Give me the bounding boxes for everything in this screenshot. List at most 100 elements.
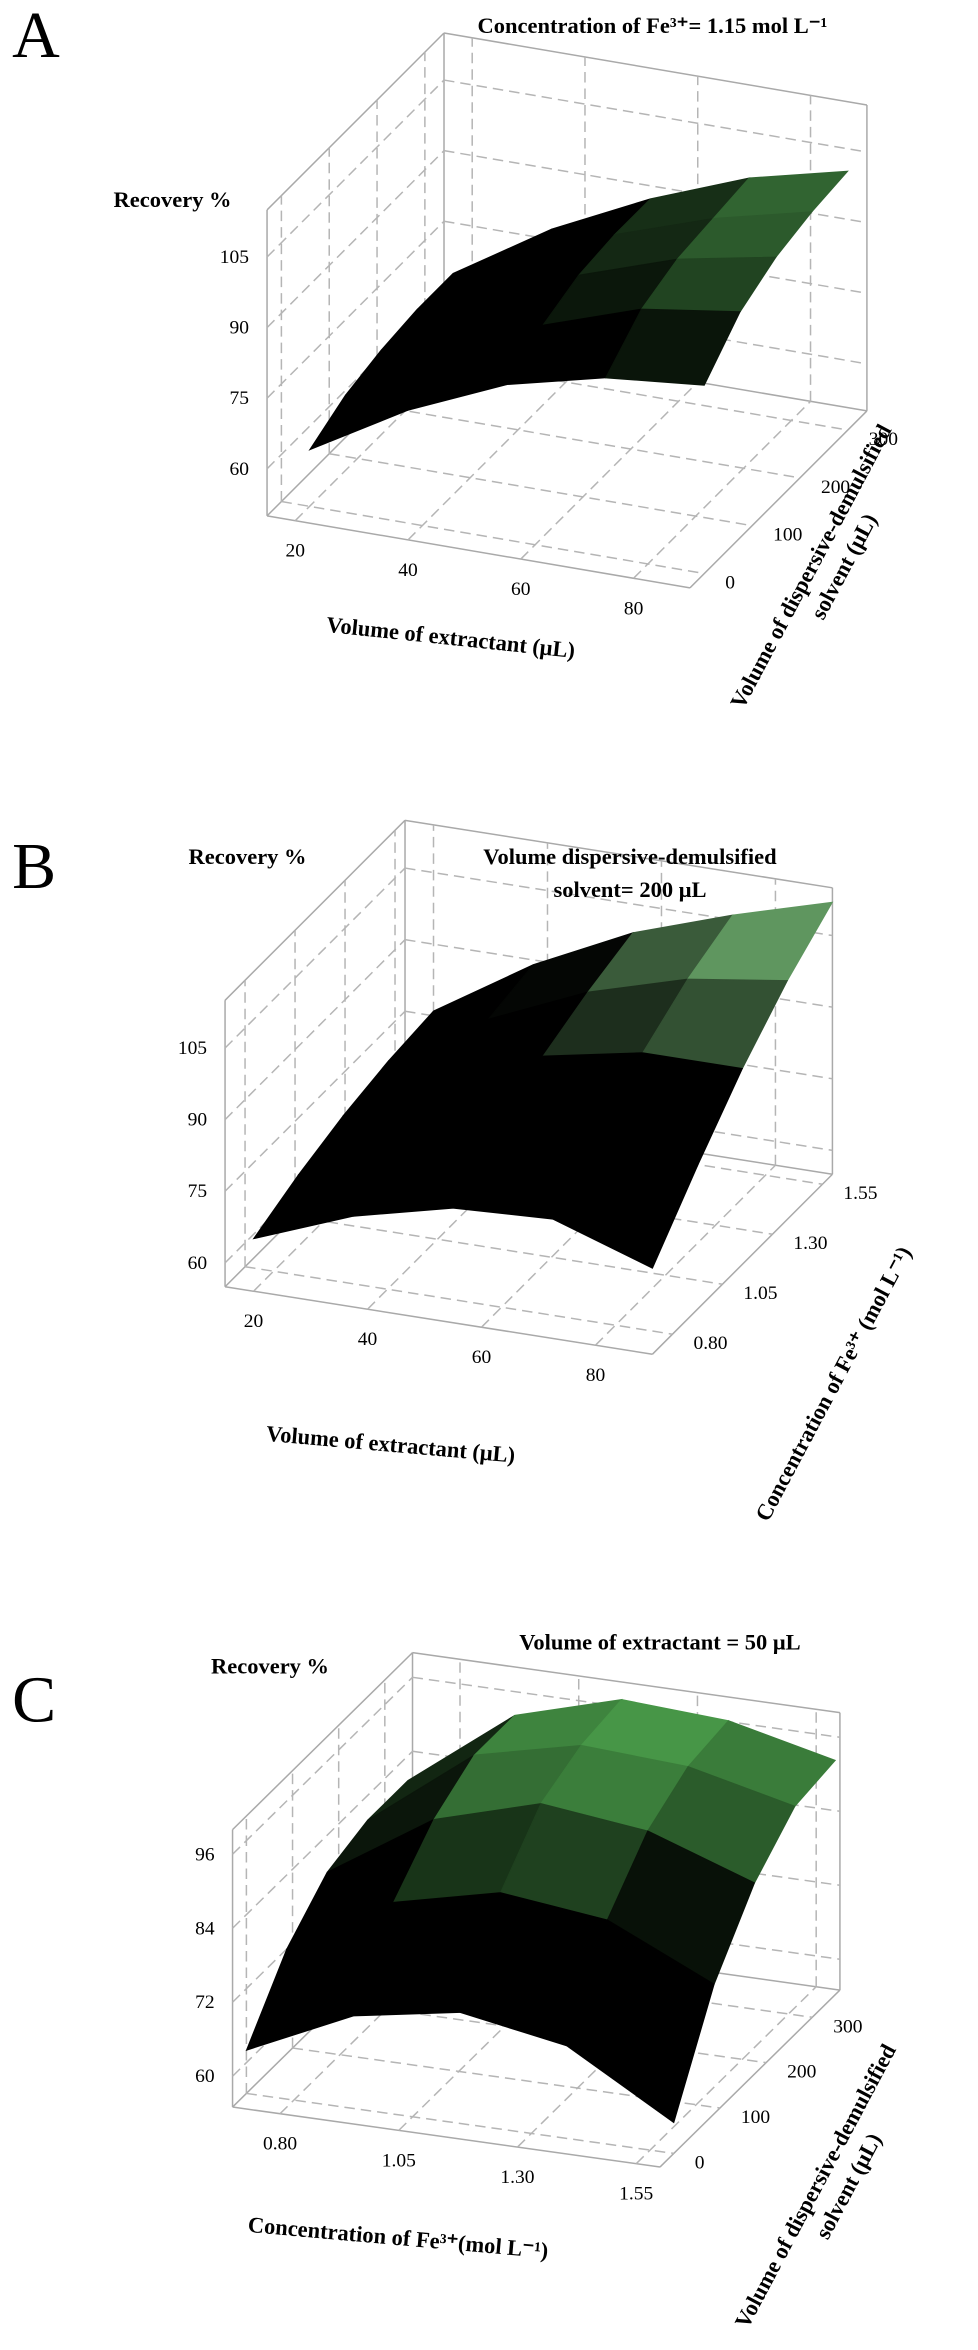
- grid-line: [635, 1986, 817, 2165]
- grid-line: [407, 362, 586, 541]
- z-tick-label: 84: [195, 1918, 215, 1939]
- x-axis-label: Volume of extractant (μL): [265, 1421, 516, 1468]
- y-tick-label: 1.30: [793, 1233, 827, 1254]
- chart-title: Volume dispersive-demulsified: [483, 844, 777, 869]
- x-tick-label: 60: [472, 1347, 491, 1368]
- x-tick-label: 0.80: [263, 2134, 297, 2155]
- grid-line: [443, 149, 868, 224]
- grid-line: [281, 500, 705, 575]
- z-tick-label: 60: [230, 459, 249, 480]
- grid-line: [246, 2092, 674, 2155]
- axis-edge: [404, 819, 833, 889]
- axis-edge: [443, 32, 868, 106]
- axis-edge: [659, 1989, 841, 2168]
- axis-edge: [266, 32, 445, 211]
- x-tick-label: 40: [358, 1329, 377, 1350]
- x-tick-label: 20: [244, 1311, 263, 1332]
- z-tick-label: 96: [195, 1844, 215, 1865]
- y-axis-label: Volume of dispersive-demulsified: [730, 2039, 901, 2332]
- grid-line: [232, 1676, 414, 1855]
- grid-line: [224, 939, 406, 1121]
- y-tick-label: 200: [787, 2062, 816, 2083]
- grid-line: [266, 220, 445, 399]
- grid-line: [266, 150, 445, 329]
- x-tick-label: 80: [624, 598, 643, 619]
- grid-line: [480, 1146, 662, 1328]
- grid-line: [279, 1936, 461, 2115]
- y-tick-label: 1.05: [743, 1283, 777, 1304]
- panel-label: C: [12, 1664, 56, 1737]
- x-tick-label: 20: [285, 541, 304, 562]
- z-tick-label: 75: [230, 388, 249, 409]
- grid-line: [224, 867, 406, 1049]
- y-tick-label: 0.80: [693, 1333, 727, 1354]
- axis-edge: [224, 1285, 653, 1355]
- panel: 20 40 60 80 0 100 200 300 60 75 90 105 A Concentratio…: [12, 0, 898, 712]
- axis-edge: [651, 1173, 833, 1355]
- grid-line: [443, 79, 868, 153]
- grid-line: [594, 1164, 776, 1346]
- z-axis-label: Recovery %: [189, 844, 307, 869]
- grid-line: [224, 1010, 406, 1192]
- panel: 20 40 60 80 0.80 1.05 1.30 1.55 60 75 90 105 B Volume…: [12, 819, 916, 1525]
- grid-line: [516, 1969, 698, 2148]
- z-tick-label: 105: [178, 1038, 207, 1059]
- y-tick-label: 100: [773, 525, 802, 546]
- z-tick-label: 60: [188, 1253, 207, 1274]
- grid-line: [292, 2047, 721, 2109]
- grid-line: [294, 1216, 723, 1285]
- x-tick-label: 40: [398, 560, 417, 581]
- axis-edge: [689, 410, 868, 589]
- z-tick-label: 90: [188, 1110, 207, 1131]
- z-tick-label: 90: [230, 318, 249, 339]
- grid-line: [224, 1082, 406, 1264]
- x-axis-label: Volume of extractant (μL): [325, 612, 576, 663]
- surface-cell: [552, 1135, 699, 1269]
- axis-edge: [224, 819, 406, 1001]
- x-tick-label: 1.30: [500, 2167, 534, 2188]
- grid-line: [232, 1898, 414, 2077]
- axis-edge: [232, 2106, 661, 2168]
- grid-line: [232, 1750, 414, 1929]
- x-tick-label: 1.55: [619, 2184, 653, 2205]
- grid-line: [398, 1952, 580, 2131]
- y-tick-label: 300: [869, 429, 898, 450]
- x-tick-label: 1.05: [382, 2150, 416, 2171]
- grid-line: [329, 452, 753, 527]
- chart-title: solvent= 200 μL: [553, 877, 706, 902]
- grid-line: [253, 1110, 435, 1292]
- y-tick-label: 200: [821, 477, 850, 498]
- y-tick-label: 300: [833, 2016, 862, 2037]
- grid-line: [294, 343, 473, 522]
- y-axis-label: Volume of dispersive-demulsified: [725, 420, 896, 713]
- grid-line: [366, 1128, 549, 1310]
- z-tick-label: 60: [195, 2066, 214, 2087]
- grid-line: [376, 405, 801, 479]
- grid-line: [266, 291, 445, 470]
- axis-edge: [266, 515, 691, 589]
- z-axis-label: Recovery %: [114, 187, 232, 212]
- grid-line: [404, 867, 833, 937]
- y-tick-label: 0: [725, 573, 735, 594]
- z-tick-label: 75: [188, 1181, 207, 1202]
- x-tick-label: 80: [586, 1365, 605, 1386]
- chart-title: Concentration of Fe³⁺= 1.15 mol L⁻¹: [478, 13, 828, 38]
- surface-cell: [566, 1919, 715, 2124]
- chart-title: Volume of extractant = 50 μL: [519, 1630, 800, 1655]
- panel-label: B: [12, 830, 56, 903]
- grid-line: [633, 400, 812, 579]
- grid-line: [232, 1824, 414, 2003]
- axis-edge: [232, 1652, 414, 1831]
- grid-line: [266, 79, 445, 258]
- panel: 0.80 1.05 1.30 1.55 0 100 200 300 60 72 84 96 C Volum…: [12, 1630, 901, 2332]
- y-tick-label: 0: [695, 2152, 705, 2173]
- x-tick-label: 60: [511, 579, 530, 600]
- surface-cell: [604, 308, 741, 386]
- z-tick-label: 105: [220, 247, 249, 268]
- panel-label: A: [12, 0, 60, 72]
- grid-line: [244, 1265, 673, 1335]
- z-axis-label: Recovery %: [211, 1654, 329, 1679]
- y-tick-label: 100: [741, 2107, 770, 2128]
